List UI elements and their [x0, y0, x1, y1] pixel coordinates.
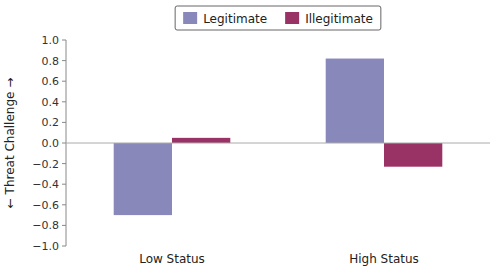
bar [326, 59, 384, 143]
y-tick [62, 204, 66, 205]
y-tick-label: −0.8 [32, 219, 59, 232]
y-tick-label: 0.8 [42, 55, 60, 68]
bars [114, 59, 443, 216]
y-tick [62, 225, 66, 226]
y-tick-label: −1.0 [32, 240, 59, 253]
legend-swatch [183, 12, 197, 24]
x-tick-label: Low Status [139, 252, 205, 266]
legend: Legitimate Illegitimate [175, 6, 381, 30]
y-tick [62, 81, 66, 82]
y-tick [62, 163, 66, 164]
x-tick-label: High Status [349, 252, 419, 266]
y-tick-label: 0.6 [42, 75, 60, 88]
y-tick [62, 60, 66, 61]
chart-container: −1.0 −0.8 −0.6 −0.4 −0.2 0.0 0.2 0.4 0.6 0.8 1.0 ← … [0, 0, 500, 275]
y-tick [62, 122, 66, 123]
legend-frame [175, 6, 381, 30]
legend-label: Illegitimate [305, 12, 373, 26]
y-tick-label: 0.4 [42, 96, 60, 109]
y-axis-label: ← Threat Challenge → [3, 78, 17, 209]
y-tick [62, 143, 66, 144]
y-axis: −1.0 −0.8 −0.6 −0.4 −0.2 0.0 0.2 0.4 0.6 0.8 1.0 [32, 34, 66, 253]
y-tick-label: −0.4 [32, 178, 59, 191]
y-tick [62, 184, 66, 185]
bar [384, 143, 442, 167]
y-tick-label: 0.2 [42, 116, 60, 129]
y-tick [62, 101, 66, 102]
bar [172, 138, 230, 143]
legend-swatch [285, 12, 299, 24]
y-tick [62, 246, 66, 247]
zero-line [66, 143, 490, 144]
y-tick-label: 1.0 [42, 34, 60, 47]
y-tick-label: −0.2 [32, 158, 59, 171]
y-tick-label: 0.0 [42, 137, 60, 150]
y-tick [62, 40, 66, 41]
y-tick-label: −0.6 [32, 199, 59, 212]
legend-label: Legitimate [203, 12, 267, 26]
bar [114, 143, 172, 215]
chart: −1.0 −0.8 −0.6 −0.4 −0.2 0.0 0.2 0.4 0.6 0.8 1.0 ← … [0, 0, 500, 275]
